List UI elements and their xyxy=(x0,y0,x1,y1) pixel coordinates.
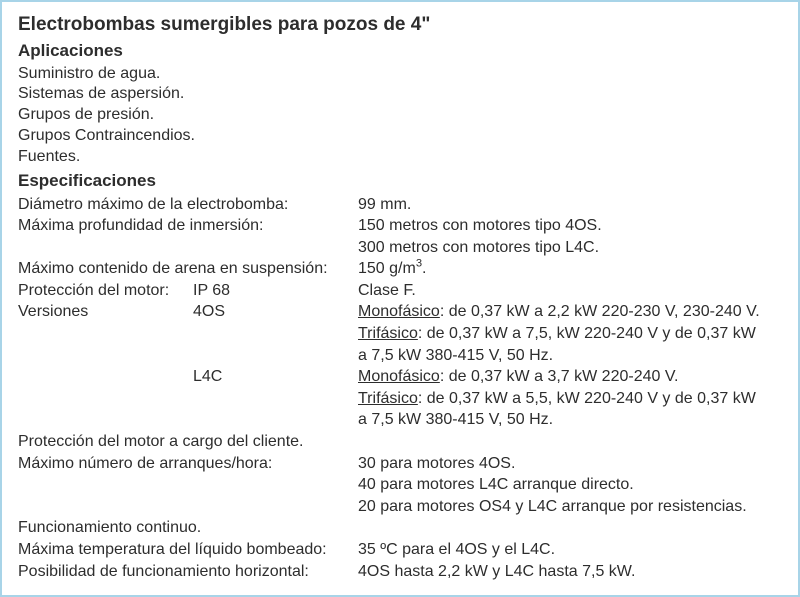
spec-sheet: Electrobombas sumergibles para pozos de … xyxy=(0,0,800,597)
spec-row-versions-l4c: L4C Monofásico: de 0,37 kW a 3,7 kW 220-… xyxy=(18,366,782,431)
application-item: Grupos Contraincendios. xyxy=(18,126,782,147)
spec-label: Máximo número de arranques/hora: xyxy=(18,453,358,475)
application-item: Sistemas de aspersión. xyxy=(18,84,782,105)
spec-row-depth: Máxima profundidad de inmersión: 150 met… xyxy=(18,215,782,258)
spec-sublabel-a: Versiones xyxy=(18,301,193,323)
spec-value: Clase F. xyxy=(358,280,782,302)
spec-value: Monofásico: de 0,37 kW a 3,7 kW 220-240 … xyxy=(358,366,782,431)
triphase-text: : de 0,37 kW a 7,5, kW 220-240 V y de 0,… xyxy=(418,325,756,342)
spec-value-line: Trifásico: de 0,37 kW a 5,5, kW 220-240 … xyxy=(358,388,782,410)
triphase-label: Trifásico xyxy=(358,390,418,407)
monophase-text: : de 0,37 kW a 2,2 kW 220-230 V, 230-240… xyxy=(440,303,760,320)
spec-value: 150 metros con motores tipo 4OS. 300 met… xyxy=(358,215,782,258)
monophase-label: Monofásico xyxy=(358,368,440,385)
spec-label: Diámetro máximo de la electrobomba: xyxy=(18,194,358,216)
sand-val-dot: . xyxy=(422,260,426,277)
spec-row-horizontal: Posibilidad de funcionamiento horizontal… xyxy=(18,561,782,583)
spec-sublabel-b: IP 68 xyxy=(193,280,230,302)
spec-label: Protección del motor: IP 68 xyxy=(18,280,358,302)
application-item: Suministro de agua. xyxy=(18,64,782,85)
spec-value: 30 para motores 4OS. 40 para motores L4C… xyxy=(358,453,782,518)
spec-label: L4C xyxy=(18,366,358,388)
spec-row-diameter: Diámetro máximo de la electrobomba: 99 m… xyxy=(18,194,782,216)
monophase-text: : de 0,37 kW a 3,7 kW 220-240 V. xyxy=(440,368,679,385)
spec-sublabel-a: Protección del motor: xyxy=(18,280,193,302)
spec-value-line: 30 para motores 4OS. xyxy=(358,453,782,475)
spec-label: Máxima profundidad de inmersión: xyxy=(18,215,358,237)
monophase-label: Monofásico xyxy=(358,303,440,320)
spec-value-line: 300 metros con motores tipo L4C. xyxy=(358,237,782,259)
spec-value-line: Monofásico: de 0,37 kW a 2,2 kW 220-230 … xyxy=(358,301,782,323)
spec-row-versions-4os: Versiones 4OS Monofásico: de 0,37 kW a 2… xyxy=(18,301,782,366)
spec-value-line: 150 metros con motores tipo 4OS. xyxy=(358,215,782,237)
spec-sublabel-b: L4C xyxy=(193,366,222,388)
specs-heading: Especificaciones xyxy=(18,170,782,193)
spec-value: Monofásico: de 0,37 kW a 2,2 kW 220-230 … xyxy=(358,301,782,366)
spec-value-line: a 7,5 kW 380-415 V, 50 Hz. xyxy=(358,345,782,367)
triphase-text: : de 0,37 kW a 5,5, kW 220-240 V y de 0,… xyxy=(418,390,756,407)
spec-row-client-protection: Protección del motor a cargo del cliente… xyxy=(18,431,782,453)
spec-value-line: Monofásico: de 0,37 kW a 3,7 kW 220-240 … xyxy=(358,366,782,388)
sand-val-text: 150 g/m xyxy=(358,260,416,277)
spec-label: Funcionamiento continuo. xyxy=(18,517,358,539)
spec-value: 99 mm. xyxy=(358,194,782,216)
applications-heading: Aplicaciones xyxy=(18,40,782,63)
spec-value: 150 g/m3. xyxy=(358,258,782,280)
spec-row-temp: Máxima temperatura del líquido bombeado:… xyxy=(18,539,782,561)
spec-row-motor-protection: Protección del motor: IP 68 Clase F. xyxy=(18,280,782,302)
triphase-label: Trifásico xyxy=(358,325,418,342)
spec-label: Protección del motor a cargo del cliente… xyxy=(18,431,358,453)
spec-label: Máximo contenido de arena en suspensión: xyxy=(18,258,358,280)
spec-value-line: 20 para motores OS4 y L4C arranque por r… xyxy=(358,496,782,518)
spec-value: 4OS hasta 2,2 kW y L4C hasta 7,5 kW. xyxy=(358,561,782,583)
spec-value: 35 ºC para el 4OS y el L4C. xyxy=(358,539,782,561)
spec-sublabel-a xyxy=(18,366,193,388)
spec-value-line: a 7,5 kW 380-415 V, 50 Hz. xyxy=(358,409,782,431)
spec-label: Versiones 4OS xyxy=(18,301,358,323)
spec-sublabel-b: 4OS xyxy=(193,301,225,323)
page-title: Electrobombas sumergibles para pozos de … xyxy=(18,12,782,38)
spec-value-line: Trifásico: de 0,37 kW a 7,5, kW 220-240 … xyxy=(358,323,782,345)
spec-row-starts: Máximo número de arranques/hora: 30 para… xyxy=(18,453,782,518)
spec-value-line: 40 para motores L4C arranque directo. xyxy=(358,474,782,496)
spec-label: Posibilidad de funcionamiento horizontal… xyxy=(18,561,358,583)
application-item: Fuentes. xyxy=(18,147,782,168)
spec-row-continuous: Funcionamiento continuo. xyxy=(18,517,782,539)
application-item: Grupos de presión. xyxy=(18,105,782,126)
spec-label: Máxima temperatura del líquido bombeado: xyxy=(18,539,358,561)
spec-row-sand: Máximo contenido de arena en suspensión:… xyxy=(18,258,782,280)
applications-list: Suministro de agua. Sistemas de aspersió… xyxy=(18,64,782,168)
